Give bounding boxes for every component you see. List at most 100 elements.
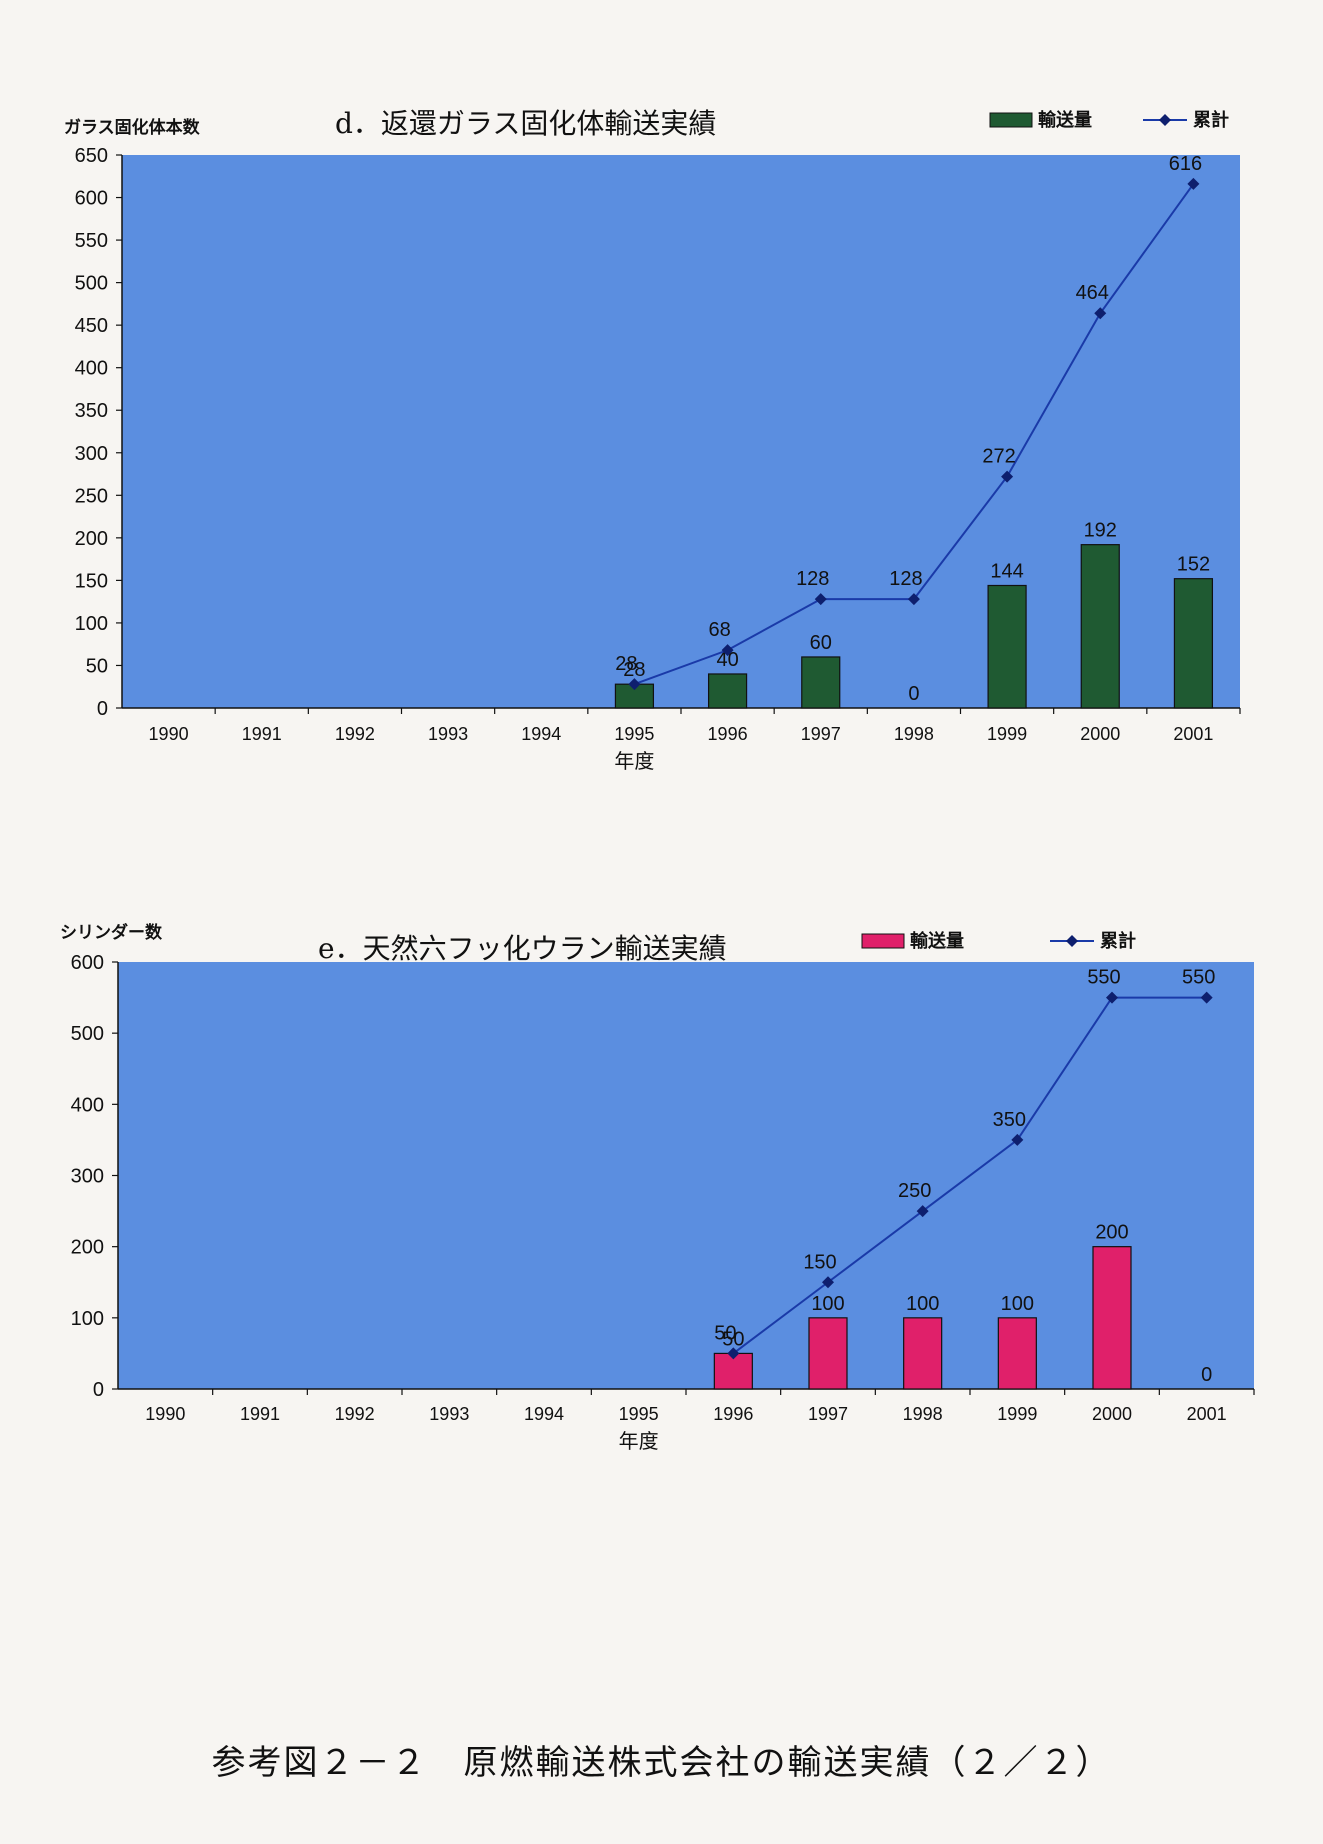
x-tick-label: 1995 (619, 1404, 659, 1424)
bar (808, 1317, 848, 1390)
y-tick-label: 450 (75, 315, 108, 337)
line-point (1187, 177, 1200, 190)
x-tick-label: 1991 (242, 724, 282, 744)
x-tick-label: 1997 (801, 724, 841, 744)
x-tick-label: 1997 (808, 1404, 848, 1424)
y-axis-title: シリンダー数 (60, 922, 163, 943)
x-tick-label: 1993 (429, 1404, 469, 1424)
bar (1092, 1246, 1132, 1390)
x-tick-label: 1994 (524, 1404, 564, 1424)
bar (987, 584, 1027, 709)
line-value-label: 150 (803, 1251, 836, 1273)
x-tick-label: 1993 (428, 724, 468, 744)
bar-value-label: 28 (623, 659, 645, 681)
bar-value-label: 192 (1084, 520, 1117, 542)
x-tick-label: 2001 (1187, 1404, 1227, 1424)
chart-title: d．返還ガラス固化体輸送実績 (335, 107, 716, 140)
x-tick-label: 1996 (708, 724, 748, 744)
y-tick-label: 0 (93, 1379, 104, 1401)
bar-value-label: 100 (906, 1293, 939, 1315)
x-tick-label: 1996 (713, 1404, 753, 1424)
line-value-label: 464 (1076, 282, 1109, 304)
bar-value-label: 200 (1095, 1222, 1128, 1244)
legend-bar-label: 輸送量 (1038, 109, 1092, 131)
y-tick-label: 500 (71, 1023, 104, 1045)
line-point (1200, 991, 1213, 1004)
line-point (907, 593, 920, 606)
line-value-label: 28 (615, 653, 637, 675)
bar-value-label: 50 (722, 1328, 744, 1350)
x-tick-label: 2000 (1080, 724, 1120, 744)
line-value-label: 550 (1182, 967, 1215, 989)
x-tick-label: 1990 (149, 724, 189, 744)
bar (1173, 578, 1214, 709)
legend-bar-label: 輸送量 (910, 930, 964, 952)
x-tick-label: 1992 (335, 1404, 375, 1424)
x-tick-label: 1992 (335, 724, 375, 744)
line-point (1011, 1133, 1024, 1146)
bar-value-label: 60 (810, 632, 832, 654)
legend-line-marker (1159, 114, 1171, 126)
figure-caption: 参考図２－２ 原燃輸送株式会社の輸送実績（２／２） (211, 1743, 1112, 1783)
y-tick-label: 0 (97, 698, 108, 720)
y-tick-label: 650 (75, 145, 108, 167)
line-value-label: 50 (714, 1322, 736, 1344)
line-point (1001, 470, 1014, 483)
line-point (1106, 991, 1118, 1004)
x-tick-label: 1994 (521, 724, 561, 744)
y-tick-label: 250 (75, 485, 108, 507)
bar-value-label: 152 (1177, 554, 1210, 576)
legend-bar-swatch (861, 933, 905, 949)
y-tick-label: 150 (75, 570, 108, 592)
bar (801, 656, 841, 709)
bar-value-label: 100 (811, 1293, 844, 1315)
legend-line-marker (1066, 935, 1078, 947)
y-tick-label: 600 (71, 952, 104, 974)
plot-area (122, 155, 1240, 708)
line-value-label: 250 (898, 1180, 931, 1202)
line-value-label: 128 (889, 568, 922, 590)
line-point (1094, 307, 1107, 320)
legend-bar-swatch (989, 112, 1033, 128)
bar (997, 1317, 1037, 1390)
x-tick-label: 1995 (614, 724, 654, 744)
x-axis-title: 年度 (614, 749, 654, 773)
cumulative-line (732, 996, 1207, 1355)
x-tick-label: 1998 (903, 1404, 943, 1424)
line-value-label: 68 (708, 619, 730, 641)
y-tick-label: 500 (75, 273, 108, 295)
y-tick-label: 400 (71, 1094, 104, 1116)
y-tick-label: 100 (75, 613, 108, 635)
x-axis-title: 年度 (619, 1429, 659, 1453)
bar-value-label: 40 (716, 649, 738, 671)
x-tick-label: 1990 (145, 1404, 185, 1424)
y-tick-label: 200 (71, 1237, 104, 1259)
line-point (727, 1347, 740, 1360)
y-tick-label: 400 (75, 358, 108, 380)
plot-area (118, 962, 1254, 1389)
line-point (916, 1205, 929, 1218)
bar (1080, 544, 1120, 709)
x-tick-label: 1999 (997, 1404, 1037, 1424)
line-value-label: 550 (1087, 967, 1120, 989)
bar (707, 673, 748, 709)
bar (903, 1317, 943, 1390)
line-point (628, 678, 641, 691)
y-tick-label: 50 (86, 655, 108, 677)
legend-line-label: 累計 (1100, 930, 1136, 952)
y-tick-label: 550 (75, 230, 108, 252)
y-tick-label: 350 (75, 400, 108, 422)
line-point (822, 1276, 834, 1289)
legend-line-label: 累計 (1193, 109, 1229, 131)
x-tick-label: 1999 (987, 724, 1027, 744)
x-tick-label: 2001 (1173, 724, 1213, 744)
x-tick-label: 1991 (240, 1404, 280, 1424)
x-tick-label: 1998 (894, 724, 934, 744)
line-point (721, 644, 734, 657)
y-tick-label: 100 (71, 1308, 104, 1330)
y-tick-label: 600 (75, 188, 108, 210)
x-tick-label: 2000 (1092, 1404, 1132, 1424)
line-value-label: 350 (993, 1109, 1026, 1131)
y-tick-label: 300 (75, 443, 108, 465)
